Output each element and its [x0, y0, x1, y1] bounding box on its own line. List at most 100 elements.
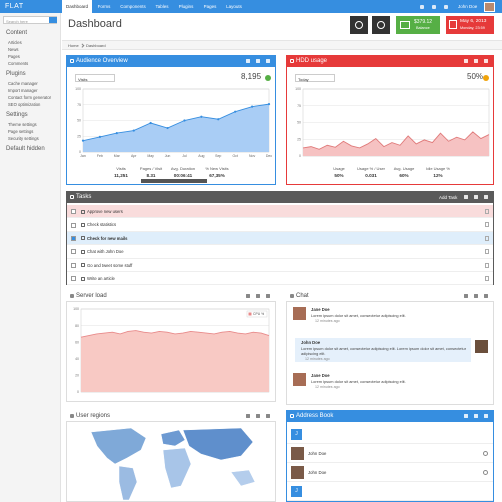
task-bookmark[interactable]: [485, 262, 489, 268]
task-row[interactable]: Approve new users: [67, 205, 493, 219]
sidebar-section-title[interactable]: Settings: [6, 112, 28, 118]
panel-title: HDD usage: [296, 57, 328, 64]
address-row[interactable]: John Doe: [287, 463, 493, 482]
nav-item[interactable]: Plugins: [178, 4, 194, 9]
task-checkbox[interactable]: [71, 249, 76, 255]
nav-icon[interactable]: [420, 4, 424, 9]
panel-header: Chat: [286, 290, 494, 302]
contact-action[interactable]: [483, 470, 488, 475]
panel-tool[interactable]: [464, 195, 468, 199]
sidebar-item[interactable]: Articles: [8, 40, 22, 45]
search-box[interactable]: Search here: [3, 16, 57, 24]
sidebar-item[interactable]: SEO optimization: [8, 102, 41, 107]
sidebar-item[interactable]: Contact form generator: [8, 95, 52, 100]
balance-box[interactable]: $379.12 Balance: [396, 16, 440, 34]
nav-icon[interactable]: [444, 4, 448, 9]
task-row[interactable]: Check for new mails: [67, 231, 493, 246]
panel-tool[interactable]: [256, 414, 260, 418]
panel-tool[interactable]: [266, 59, 270, 63]
total-icon: [483, 74, 489, 81]
search-button[interactable]: [49, 17, 57, 23]
nav-item[interactable]: Components: [120, 4, 146, 9]
nav-item[interactable]: Forms: [97, 4, 111, 9]
balance-value: $379.12: [414, 19, 433, 25]
chat-avatar: [475, 340, 488, 353]
address-row[interactable]: J: [287, 482, 493, 501]
select[interactable]: Visits: [75, 74, 115, 82]
nav-item[interactable]: Pages: [203, 4, 217, 9]
panel-tool[interactable]: [474, 414, 478, 418]
sidebar-item[interactable]: Page settings: [8, 129, 34, 134]
date-box[interactable]: May 6, 2013 Monday, 23:59: [446, 16, 494, 34]
task-row[interactable]: Write an article: [67, 272, 493, 286]
stat-value: 67,35%: [209, 173, 225, 178]
address-row[interactable]: John Doe: [287, 444, 493, 463]
point: [81, 139, 85, 142]
contact-action[interactable]: [483, 451, 488, 456]
panel-tool[interactable]: [246, 294, 250, 298]
add-task[interactable]: Add Task: [439, 194, 458, 200]
sidebar-section-title[interactable]: Plugins: [6, 71, 26, 77]
task-row[interactable]: Check statistics: [67, 218, 493, 232]
sidebar: Search here Content Articles News Pages Comme…: [0, 13, 61, 502]
user-name[interactable]: John Doe: [458, 4, 478, 9]
region: [90, 427, 147, 465]
sidebar-section-title[interactable]: Default hidden: [6, 146, 45, 152]
task-checkbox[interactable]: [71, 222, 76, 228]
sidebar-item[interactable]: Import manager: [8, 88, 38, 93]
panel-tool[interactable]: [246, 414, 250, 418]
task-checkbox[interactable]: [71, 235, 76, 241]
sidebar-item[interactable]: Comments: [8, 61, 29, 66]
sidebar-item[interactable]: News: [8, 47, 19, 52]
nav-item[interactable]: Layouts: [226, 4, 242, 9]
sidebar-item[interactable]: Cache manager: [8, 81, 38, 86]
panel-tool[interactable]: [474, 294, 478, 298]
stat-label: Avg. Usage: [393, 166, 415, 171]
task-row[interactable]: Go and tweet some stuff: [67, 259, 493, 272]
sidebar-item[interactable]: Theme settings: [8, 122, 37, 127]
nav-item[interactable]: Dashboard: [62, 0, 92, 13]
panel-tool[interactable]: [256, 59, 260, 63]
panel: Tasks Add Task Approve new users Check stat…: [66, 191, 494, 286]
task-bookmark[interactable]: [485, 209, 489, 214]
point: [132, 129, 135, 132]
task-bookmark[interactable]: [485, 276, 489, 281]
header-icon-button[interactable]: [372, 16, 390, 34]
balance-label: Balance: [416, 26, 430, 30]
task-icon: [81, 236, 85, 241]
panel-tool[interactable]: [484, 294, 488, 298]
panel-tool[interactable]: [246, 59, 250, 63]
task-row[interactable]: Chat with John Doe: [67, 245, 493, 259]
panel-tool[interactable]: [484, 414, 488, 418]
panel-tool[interactable]: [474, 59, 478, 63]
panel-tool[interactable]: [464, 294, 468, 298]
task-checkbox[interactable]: [71, 209, 76, 215]
header-icon-button[interactable]: [350, 16, 368, 34]
nav-item[interactable]: Tables: [155, 4, 169, 9]
panel-tool[interactable]: [266, 294, 270, 298]
select-value: Visits: [78, 76, 88, 82]
breadcrumb-item[interactable]: Home: [68, 43, 79, 49]
select-value: Today: [298, 76, 309, 82]
task-bookmark[interactable]: [485, 235, 489, 241]
stat-label: Pages / Visit: [139, 166, 163, 171]
nav-icon[interactable]: [432, 4, 436, 9]
sidebar-section-title[interactable]: Content: [6, 30, 28, 36]
panel-tool[interactable]: [266, 414, 270, 418]
panel-tool[interactable]: [464, 414, 468, 418]
panel-tool[interactable]: [484, 195, 488, 199]
user-avatar[interactable]: [484, 1, 495, 12]
panel-tool[interactable]: [464, 59, 468, 63]
panel-tool[interactable]: [484, 59, 488, 63]
task-bookmark[interactable]: [485, 222, 489, 228]
panel-tool[interactable]: [256, 294, 260, 298]
select[interactable]: Today: [295, 74, 335, 82]
panel-tool[interactable]: [474, 195, 478, 199]
task-bookmark[interactable]: [485, 249, 489, 255]
panel-header: Server load: [66, 290, 276, 302]
task-checkbox[interactable]: [71, 276, 76, 282]
address-row[interactable]: J: [287, 425, 493, 444]
sidebar-item[interactable]: Pages: [8, 54, 20, 59]
sidebar-item[interactable]: Security settings: [8, 136, 39, 141]
task-checkbox[interactable]: [71, 262, 76, 268]
